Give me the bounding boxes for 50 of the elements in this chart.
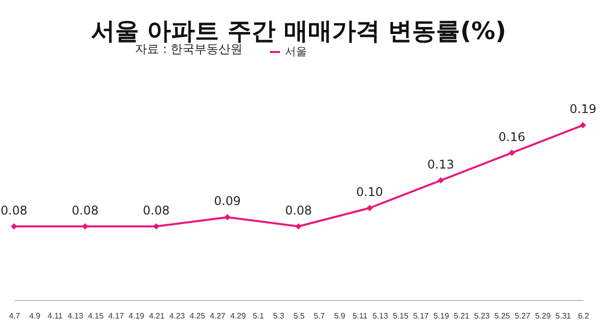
x-tick-label: 6.2 <box>578 312 590 320</box>
x-tick-label: 5.29 <box>535 312 552 320</box>
x-tick-label: 4.29 <box>230 312 246 320</box>
point <box>580 122 586 128</box>
data-label: 0.08 <box>285 203 312 218</box>
x-tick-label: 5.27 <box>514 312 531 320</box>
data-label: 0.09 <box>214 194 241 208</box>
x-tick-label: 4.15 <box>88 312 104 320</box>
data-label: 0.08 <box>72 203 98 218</box>
x-tick-label: 5.23 <box>474 312 490 320</box>
point <box>224 214 231 220</box>
point <box>153 223 160 230</box>
x-tick-label: 4.9 <box>29 312 41 320</box>
chart-title: 서울 아파트 주간 매매가격 변동률(%) <box>90 17 506 45</box>
data-label: 0.10 <box>356 185 383 199</box>
legend-label: 서울 <box>285 45 307 58</box>
point <box>10 223 18 230</box>
x-tick-label: 5.9 <box>334 312 346 320</box>
x-tick-label: 4.21 <box>148 312 166 320</box>
data-label: 0.19 <box>570 102 596 116</box>
x-tick-label: 5.11 <box>352 312 368 320</box>
x-tick-label: 5.3 <box>273 312 285 320</box>
x-tick-label: 5.13 <box>372 312 389 320</box>
point <box>508 150 516 156</box>
x-tick-label: 5.19 <box>433 312 450 320</box>
x-tick-label: 4.27 <box>210 312 226 320</box>
point <box>438 177 444 184</box>
x-tick-label: 5.5 <box>293 312 306 320</box>
x-tick-label: 4.23 <box>169 312 186 320</box>
x-tick-label: 5.17 <box>413 312 430 320</box>
data-label: 0.08 <box>0 203 28 218</box>
data-label: 0.16 <box>498 130 526 144</box>
x-tick-label: 5.21 <box>454 312 470 320</box>
point <box>366 204 373 212</box>
point <box>295 223 302 230</box>
x-tick-label: 4.19 <box>128 312 145 320</box>
x-tick-label: 4.7 <box>8 312 21 320</box>
x-tick-label: 5.25 <box>494 312 511 320</box>
data-label: 0.13 <box>427 157 454 172</box>
x-tick-label: 5.1 <box>252 312 264 320</box>
data-label: 0.08 <box>142 203 170 218</box>
x-tick-label: 5.15 <box>392 312 409 320</box>
text: 자료 : 한국부동산원 <box>135 42 243 58</box>
point <box>82 223 88 230</box>
x-tick-label: 5.7 <box>314 312 326 320</box>
x-tick-label: 4.17 <box>108 312 124 320</box>
x-tick-label: 4.13 <box>68 312 84 320</box>
x-tick-label: 4.11 <box>48 312 64 320</box>
x-tick-label: 5.31 <box>555 312 572 320</box>
x-tick-label: 4.25 <box>190 312 206 320</box>
